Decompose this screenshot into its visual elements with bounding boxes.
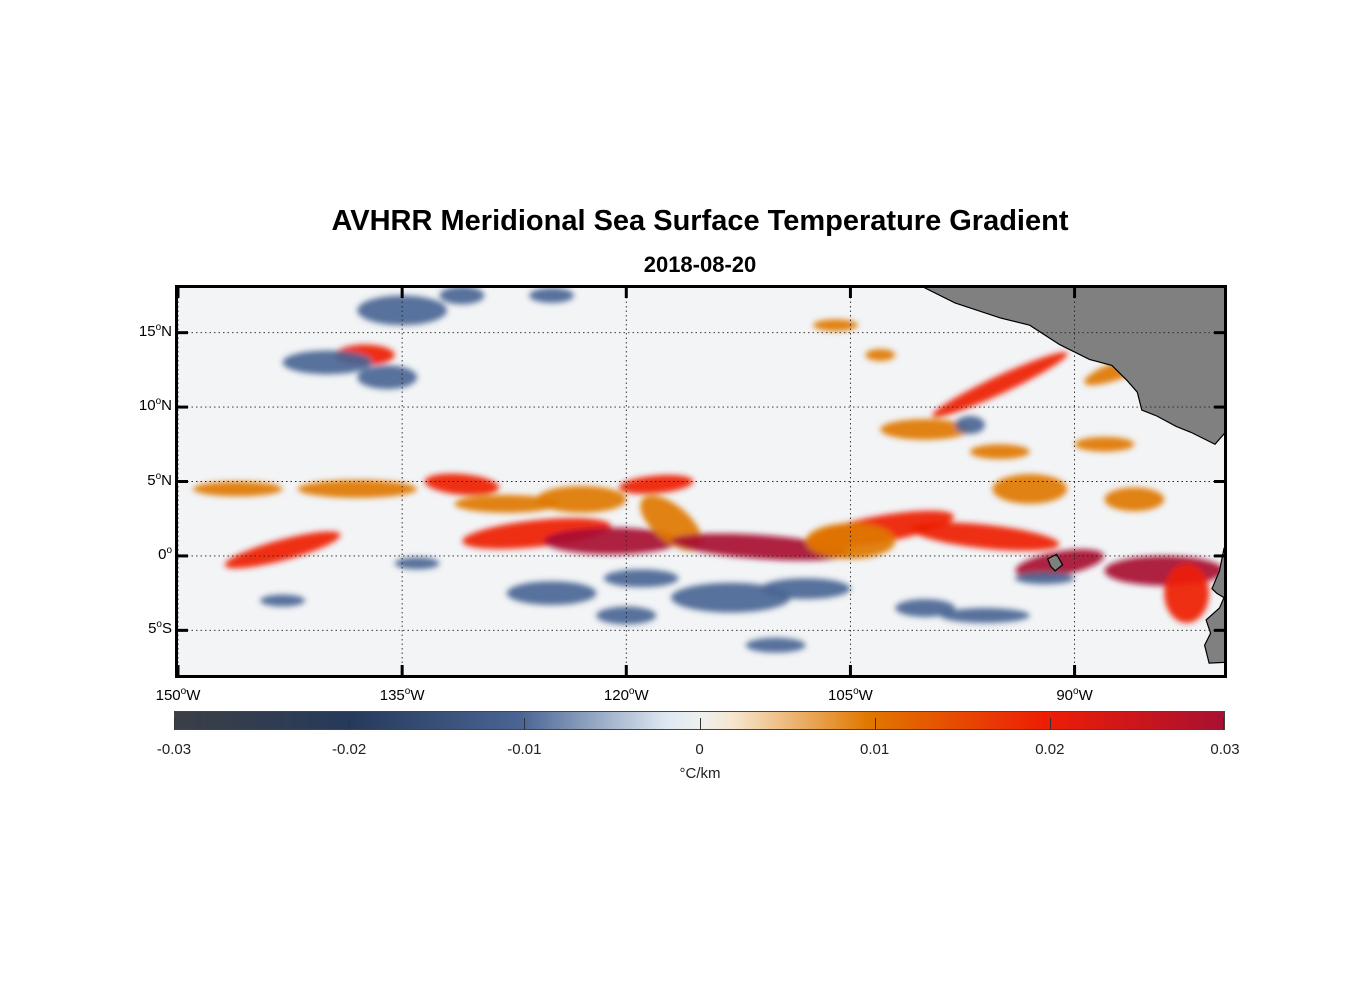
colorbar-tick-label: 0.02 [1010, 741, 1090, 758]
lon-label: 120oW [586, 686, 666, 704]
sst-gradient-field [178, 288, 1224, 675]
field-feature [970, 444, 1030, 459]
colorbar-tick-label: -0.02 [309, 741, 389, 758]
colorbar-tick [1050, 718, 1051, 730]
field-feature [1104, 487, 1164, 511]
field-feature [1075, 437, 1135, 452]
field-feature [357, 365, 417, 389]
field-feature [955, 416, 985, 434]
field-feature [529, 288, 574, 303]
colorbar-tick-label: 0.01 [835, 741, 915, 758]
field-feature [1164, 563, 1209, 623]
lat-label: 5oN [112, 471, 172, 489]
figure-subtitle: 2018-08-20 [0, 252, 1356, 278]
field-feature [746, 638, 806, 653]
colorbar-tick [524, 718, 525, 730]
field-feature [260, 595, 305, 607]
field-feature [813, 319, 858, 331]
field-feature [193, 482, 283, 497]
colorbar-unit-label: °C/km [660, 765, 740, 782]
lon-label: 105oW [810, 686, 890, 704]
field-feature [507, 581, 597, 605]
field-feature [761, 578, 851, 599]
lat-label: 10oN [112, 396, 172, 414]
colorbar-tick-label: 0 [660, 741, 740, 758]
field-feature [298, 480, 418, 498]
field-feature [865, 349, 895, 361]
field-feature [283, 351, 373, 375]
colorbar-tick-label: -0.01 [484, 741, 564, 758]
field-feature [940, 608, 1030, 623]
colorbar-tick [700, 718, 701, 730]
lon-label: 150oW [138, 686, 218, 704]
lat-label: 15oN [112, 322, 172, 340]
colorbar-tick [875, 718, 876, 730]
colorbar-tick [174, 718, 175, 730]
lon-label: 135oW [362, 686, 442, 704]
colorbar-tick [349, 718, 350, 730]
colorbar-tick-label: 0.03 [1185, 741, 1265, 758]
map-panel [175, 285, 1227, 678]
lat-label: 0o [112, 545, 172, 563]
lat-label: 5oS [112, 619, 172, 637]
field-feature [537, 486, 627, 513]
colorbar-tick [1223, 718, 1224, 730]
colorbar-tick-label: -0.03 [134, 741, 214, 758]
field-feature [992, 474, 1067, 504]
figure-title: AVHRR Meridional Sea Surface Temperature… [0, 205, 1356, 238]
field-feature [604, 569, 679, 587]
lon-label: 90oW [1035, 686, 1115, 704]
field-feature [1015, 572, 1075, 584]
field-feature [395, 557, 440, 569]
